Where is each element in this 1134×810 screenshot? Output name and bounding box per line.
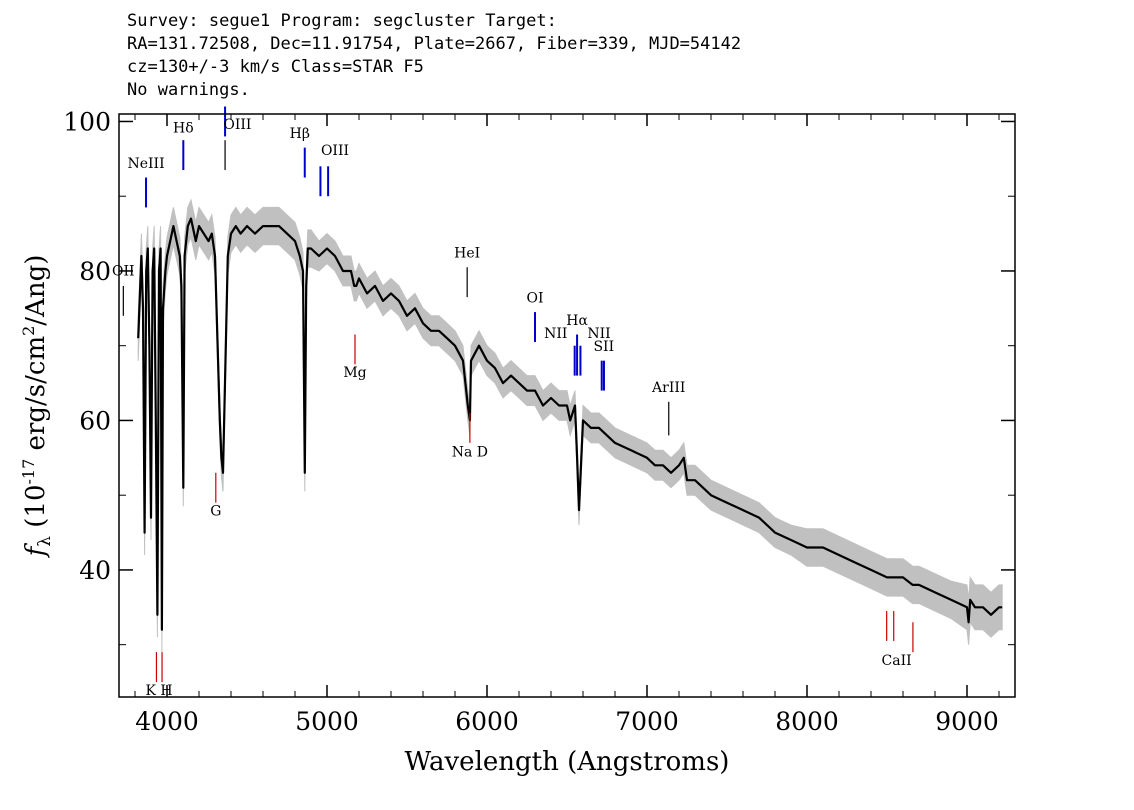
header-redshift-class-line: cz=130+/-3 km/s Class=STAR F5 bbox=[127, 57, 424, 77]
line-label-g: G bbox=[210, 503, 221, 519]
line-label-h-: Hδ bbox=[173, 121, 194, 137]
line-label-nii: NII bbox=[544, 326, 567, 342]
line-label-neiii: NeIII bbox=[127, 156, 164, 172]
flux-layer bbox=[137, 217, 1003, 631]
line-label-nii: NII bbox=[587, 326, 610, 342]
header-survey-line: Survey: segue1 Program: segcluster Targe… bbox=[127, 11, 557, 31]
line-label-h-: Hβ bbox=[290, 126, 310, 142]
line-label-ariii: ArIII bbox=[651, 380, 685, 396]
header-coordinates-line: RA=131.72508, Dec=11.91754, Plate=2667, … bbox=[127, 34, 742, 54]
y-tick-label: 60 bbox=[79, 406, 111, 435]
error-band-layer bbox=[137, 198, 1003, 653]
header-warnings-line: No warnings. bbox=[127, 80, 250, 100]
x-tick-label: 8000 bbox=[775, 707, 839, 736]
x-tick-label: 6000 bbox=[455, 707, 519, 736]
error-band bbox=[137, 198, 1003, 653]
y-tick-label: 40 bbox=[79, 556, 111, 585]
x-tick-label: 4000 bbox=[135, 707, 199, 736]
line-label-sii: SII bbox=[593, 339, 614, 355]
y-tick-label: 80 bbox=[79, 257, 111, 286]
line-label-hei: HeI bbox=[454, 246, 480, 262]
axis-tick-layer: 4000 5000 6000 7000 8000 9000 40 60 80 100 bbox=[63, 107, 1015, 736]
x-axis-title: Wavelength (Angstroms) bbox=[405, 747, 730, 777]
x-tick-label: 5000 bbox=[295, 707, 359, 736]
flux-line bbox=[137, 217, 1003, 631]
x-tick-label: 9000 bbox=[935, 707, 999, 736]
line-label-h-: Hα bbox=[566, 313, 588, 329]
plot-frame bbox=[118, 113, 1016, 698]
line-label-k-h: K H bbox=[145, 683, 172, 699]
spectrum-header: Survey: segue1 Program: segcluster Targe… bbox=[127, 10, 741, 102]
line-label-oiii: OIII bbox=[321, 143, 349, 159]
line-label-oiii: OIII bbox=[223, 117, 251, 133]
y-tick-label: 100 bbox=[63, 107, 111, 136]
line-label-mg: Mg bbox=[343, 365, 366, 381]
x-tick-label: 7000 bbox=[615, 707, 679, 736]
line-label-caii: CaII bbox=[882, 653, 912, 669]
line-label-na-d: Na D bbox=[452, 444, 488, 460]
y-axis-title: fλ (10-17 erg/s/cm2/Ang) bbox=[19, 255, 55, 559]
line-label-oi: OI bbox=[526, 290, 543, 306]
